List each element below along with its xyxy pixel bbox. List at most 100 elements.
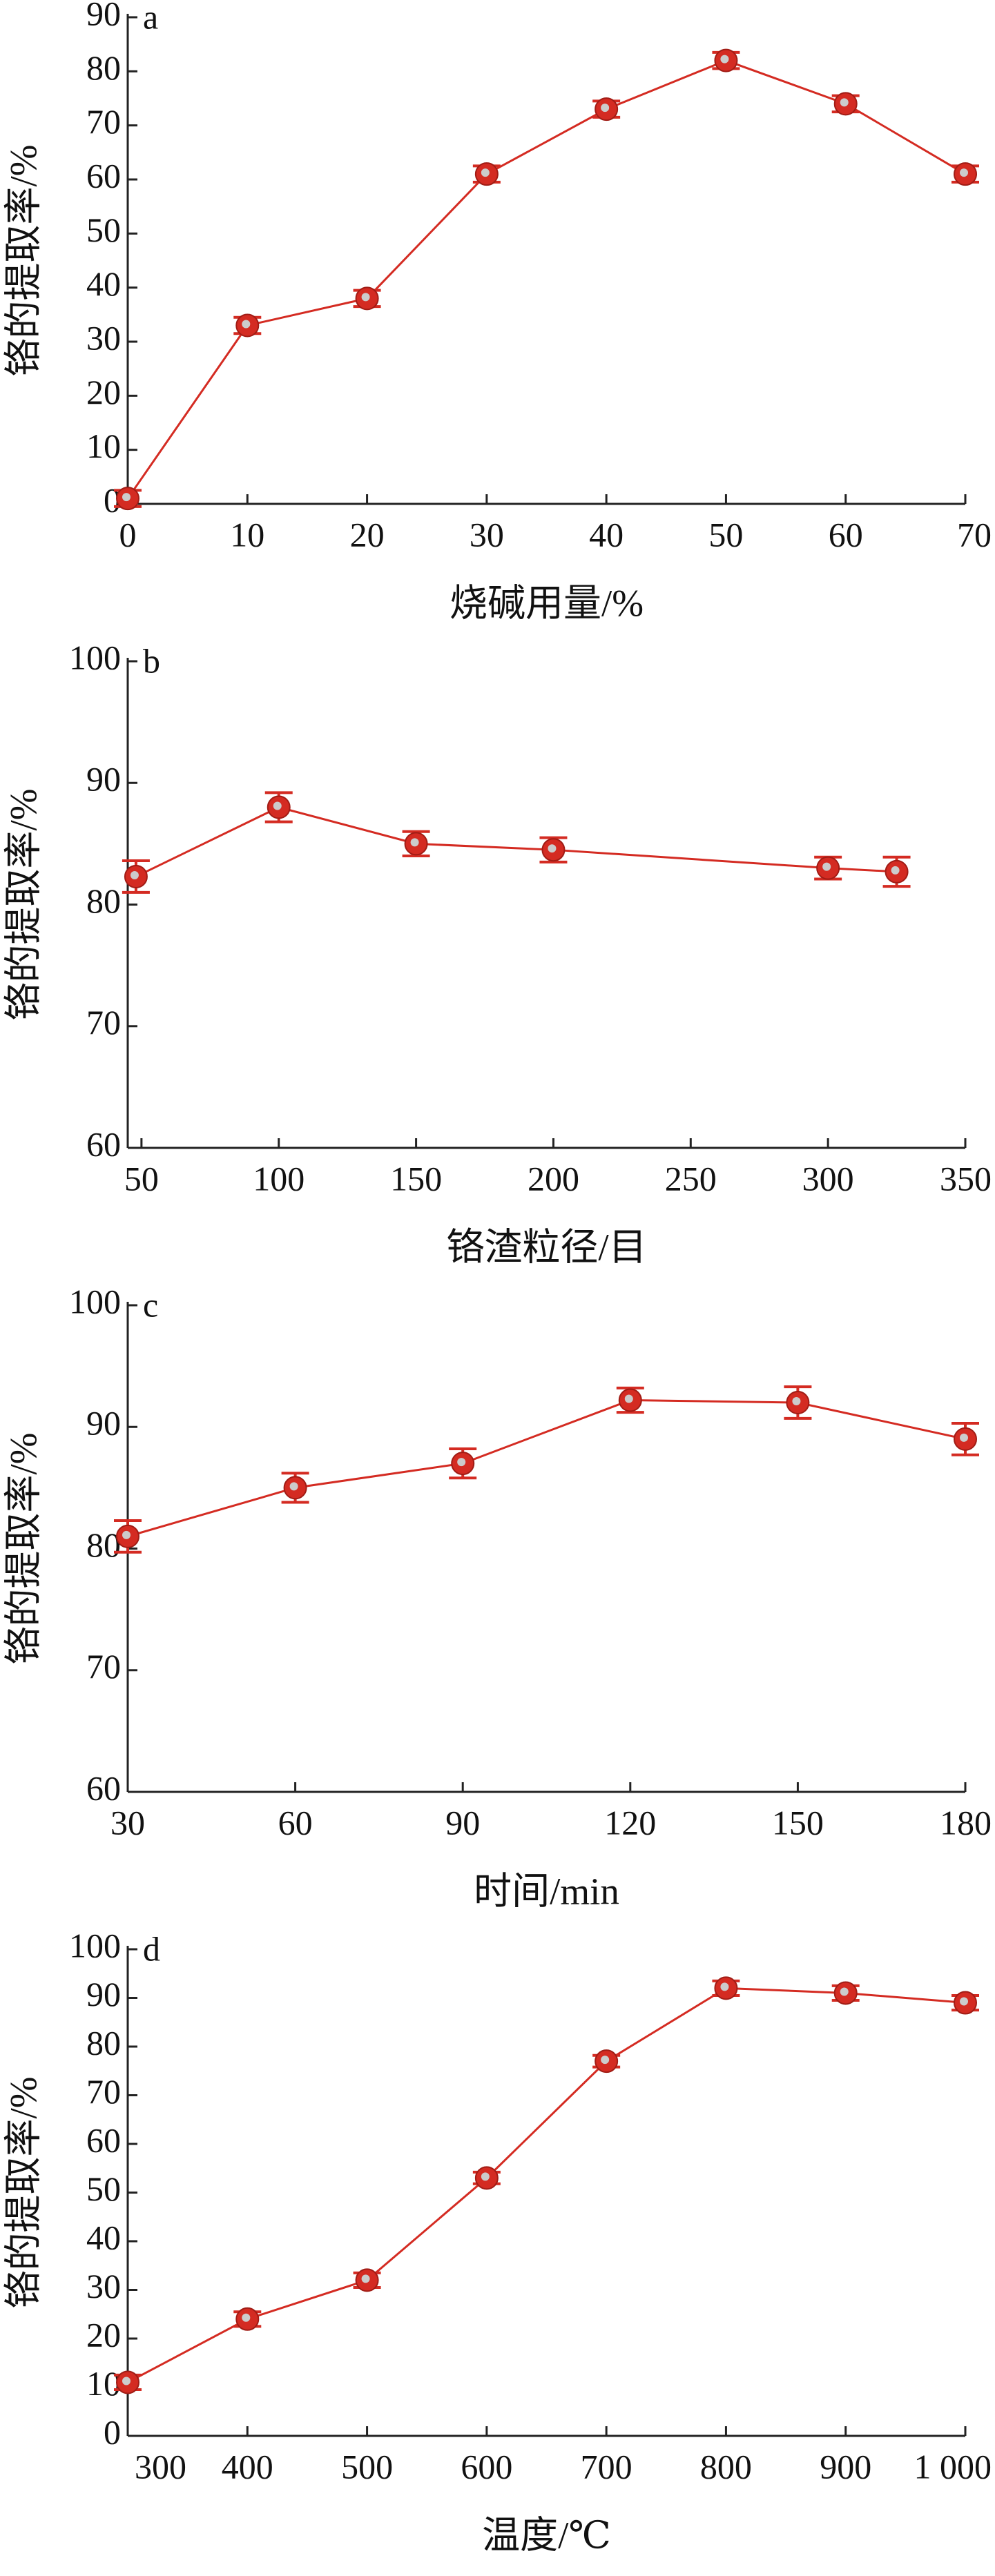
point-highlight xyxy=(792,1397,801,1405)
y-tick-label: 20 xyxy=(86,373,121,411)
x-tick-label: 60 xyxy=(829,515,863,554)
point-highlight xyxy=(624,1394,633,1403)
point-highlight xyxy=(361,293,370,302)
point-highlight xyxy=(361,2274,370,2283)
x-axis-title: 时间/min xyxy=(474,1871,619,1913)
y-tick-label: 70 xyxy=(86,1647,121,1686)
y-tick-label: 70 xyxy=(86,2072,121,2111)
x-tick-label: 30 xyxy=(110,1803,145,1842)
x-tick-label: 100 xyxy=(253,1159,305,1198)
point-highlight xyxy=(481,2172,490,2181)
y-tick-label: 80 xyxy=(86,881,121,920)
x-tick-label: 1 000 xyxy=(914,2447,992,2486)
point-highlight xyxy=(122,2377,131,2385)
x-tick-label: 0 xyxy=(119,515,137,554)
y-tick-label: 80 xyxy=(86,2023,121,2062)
point-highlight xyxy=(720,1982,729,1991)
x-tick-label: 200 xyxy=(528,1159,579,1198)
y-tick-label: 40 xyxy=(86,264,121,303)
y-tick-label: 100 xyxy=(69,638,121,676)
x-tick-label: 40 xyxy=(589,515,624,554)
y-axis-title: 铬的提取率/% xyxy=(3,788,45,1020)
x-tick-label: 300 xyxy=(135,2447,186,2486)
y-tick-label: 90 xyxy=(86,0,121,32)
x-axis-title: 温度/℃ xyxy=(482,2515,611,2557)
data-line xyxy=(127,1398,966,1538)
y-tick-label: 20 xyxy=(86,2315,121,2354)
point-highlight xyxy=(960,1433,968,1442)
y-tick-label: 100 xyxy=(69,1926,121,1964)
y-tick-label: 70 xyxy=(86,102,121,141)
x-axis-title: 铬渣粒径/目 xyxy=(446,1227,646,1269)
x-tick-label: 90 xyxy=(445,1803,480,1842)
y-tick-label: 80 xyxy=(86,48,121,87)
x-tick-label: 50 xyxy=(708,515,743,554)
x-tick-label: 300 xyxy=(802,1159,854,1198)
y-axis-title: 铬的提取率/% xyxy=(3,2076,45,2308)
y-tick-label: 90 xyxy=(86,760,121,799)
y-tick-label: 0 xyxy=(104,2412,121,2451)
point-highlight xyxy=(822,862,831,871)
y-tick-label: 30 xyxy=(86,2267,121,2305)
point-highlight xyxy=(840,98,849,107)
x-tick-label: 700 xyxy=(581,2447,632,2486)
x-tick-label: 20 xyxy=(350,515,385,554)
point-highlight xyxy=(481,168,490,177)
point-highlight xyxy=(130,870,139,879)
y-tick-label: 40 xyxy=(86,2218,121,2256)
point-highlight xyxy=(601,104,610,113)
x-tick-label: 60 xyxy=(278,1803,313,1842)
y-tick-label: 10 xyxy=(86,2364,121,2403)
point-highlight xyxy=(289,1482,298,1491)
y-tick-label: 100 xyxy=(69,1282,121,1320)
point-highlight xyxy=(891,866,900,875)
y-tick-label: 60 xyxy=(86,1768,121,1807)
x-tick-label: 150 xyxy=(390,1159,442,1198)
y-axis-title: 铬的提取率/% xyxy=(3,1432,45,1664)
x-tick-label: 400 xyxy=(222,2447,273,2486)
x-tick-label: 70 xyxy=(957,515,992,554)
point-highlight xyxy=(840,1987,849,1996)
point-highlight xyxy=(242,2313,251,2322)
panel-label: c xyxy=(143,1285,158,1324)
y-tick-label: 10 xyxy=(86,427,121,465)
point-highlight xyxy=(242,320,251,329)
y-axis-title: 铬的提取率/% xyxy=(3,144,45,376)
y-tick-label: 50 xyxy=(86,2169,121,2208)
panel-label: b xyxy=(143,641,160,680)
point-highlight xyxy=(601,2056,610,2065)
y-tick-label: 60 xyxy=(86,2120,121,2159)
point-highlight xyxy=(457,1458,466,1467)
data-line xyxy=(126,59,966,500)
x-tick-label: 180 xyxy=(940,1803,992,1842)
x-tick-label: 150 xyxy=(772,1803,824,1842)
x-tick-label: 600 xyxy=(461,2447,512,2486)
point-highlight xyxy=(122,1530,131,1539)
point-highlight xyxy=(548,844,557,853)
x-axis-title: 烧碱用量/% xyxy=(450,583,644,625)
y-tick-label: 60 xyxy=(86,1124,121,1163)
x-tick-label: 350 xyxy=(940,1159,992,1198)
data-line xyxy=(135,806,897,878)
y-tick-label: 30 xyxy=(86,318,121,357)
panel-label: d xyxy=(143,1929,160,1968)
panel-label: a xyxy=(143,0,158,36)
y-tick-label: 90 xyxy=(86,1975,121,2013)
y-tick-label: 50 xyxy=(86,211,121,249)
y-tick-label: 90 xyxy=(86,1404,121,1443)
x-tick-label: 500 xyxy=(341,2447,393,2486)
point-highlight xyxy=(122,493,131,502)
x-tick-label: 120 xyxy=(604,1803,656,1842)
point-highlight xyxy=(410,838,419,847)
y-tick-label: 60 xyxy=(86,156,121,195)
x-tick-label: 50 xyxy=(124,1159,159,1198)
point-highlight xyxy=(273,801,282,810)
data-line xyxy=(127,1987,966,2383)
x-tick-label: 30 xyxy=(470,515,504,554)
x-tick-label: 250 xyxy=(665,1159,717,1198)
x-tick-label: 800 xyxy=(700,2447,752,2486)
point-highlight xyxy=(720,55,729,64)
x-tick-label: 10 xyxy=(230,515,264,554)
x-tick-label: 900 xyxy=(820,2447,871,2486)
